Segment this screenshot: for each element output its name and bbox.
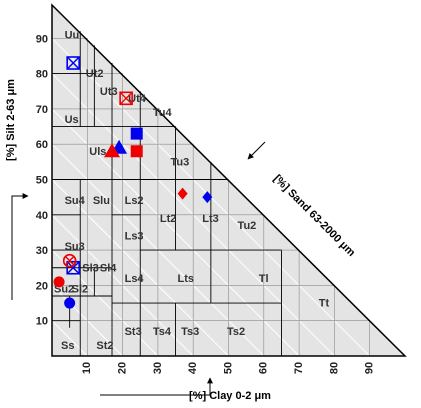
class-label-tu3: Tu3 bbox=[170, 156, 189, 168]
data-point-circle-open-x bbox=[62, 253, 77, 268]
x-axis-ticks: 10 20 30 40 50 60 70 80 90 bbox=[81, 362, 375, 374]
class-label-us: Us bbox=[65, 114, 79, 126]
class-label-uls: Uls bbox=[89, 146, 106, 158]
class-label-ls4: Ls4 bbox=[125, 273, 145, 285]
clay-direction-arrow bbox=[100, 377, 213, 396]
data-point-circle bbox=[64, 297, 76, 309]
class-label-ls2: Ls2 bbox=[125, 195, 144, 207]
y-tick-label: 70 bbox=[36, 104, 48, 116]
class-label-ts2: Ts2 bbox=[227, 326, 245, 338]
x-tick-label: 10 bbox=[81, 362, 93, 374]
y-axis-label: [%] Silt 2-63 μm bbox=[5, 79, 17, 161]
x-tick-label: 70 bbox=[293, 362, 305, 374]
x-tick-label: 80 bbox=[328, 362, 340, 374]
y-tick-label: 20 bbox=[36, 280, 48, 292]
data-point-square bbox=[130, 145, 143, 158]
data-point-square-open-x bbox=[66, 260, 80, 275]
data-point-diamond bbox=[177, 187, 188, 200]
class-boundaries bbox=[52, 31, 282, 356]
class-label-st2: St2 bbox=[96, 340, 113, 352]
class-label-ts4: Ts4 bbox=[153, 326, 172, 338]
class-label-tl: Tl bbox=[259, 273, 269, 285]
data-point-square-open-x bbox=[119, 91, 133, 106]
y-tick-label: 10 bbox=[36, 316, 48, 328]
class-label-sl2: Sl2 bbox=[72, 283, 89, 295]
data-point-square bbox=[130, 127, 143, 140]
class-label-lt3: Lt3 bbox=[202, 213, 219, 225]
x-axis-label: [%] Clay 0-2 μm bbox=[189, 390, 271, 402]
class-label-tu2: Tu2 bbox=[238, 220, 257, 232]
y-tick-label: 90 bbox=[36, 33, 48, 45]
class-label-uu: Uu bbox=[65, 29, 80, 41]
data-point-triangle bbox=[104, 143, 121, 158]
sand-gridline bbox=[52, 320, 88, 356]
class-label-ut2: Ut2 bbox=[86, 68, 104, 80]
class-label-su3: Su3 bbox=[65, 241, 85, 253]
class-label-ut3: Ut3 bbox=[100, 86, 118, 98]
y-tick-label: 80 bbox=[36, 69, 48, 81]
class-label-sl4: Sl4 bbox=[100, 262, 117, 274]
data-point-square-open-x bbox=[66, 56, 80, 70]
class-label-ss: Ss bbox=[61, 340, 74, 352]
class-label-su4: Su4 bbox=[65, 195, 86, 207]
x-tick-label: 30 bbox=[152, 362, 164, 374]
y-tick-label: 40 bbox=[36, 210, 48, 222]
x-tick-label: 60 bbox=[258, 362, 270, 374]
class-label-ts3: Ts3 bbox=[181, 326, 199, 338]
class-label-ls3: Ls3 bbox=[125, 231, 144, 243]
x-tick-label: 40 bbox=[187, 362, 199, 374]
data-points bbox=[53, 56, 213, 309]
x-tick-label: 50 bbox=[222, 362, 234, 374]
triangle-outline bbox=[51, 3, 407, 357]
y-tick-label: 50 bbox=[36, 175, 48, 187]
x-tick-label: 20 bbox=[117, 362, 129, 374]
class-label-lt2: Lt2 bbox=[160, 213, 177, 225]
class-label-st3: St3 bbox=[125, 326, 142, 338]
class-label-tt: Tt bbox=[319, 298, 330, 310]
data-point-diamond bbox=[202, 191, 213, 204]
class-label-lts: Lts bbox=[178, 273, 195, 285]
data-point-circle bbox=[53, 276, 65, 288]
sand-direction-arrow bbox=[247, 141, 266, 160]
silt-direction-arrow bbox=[11, 193, 29, 300]
x-tick-label: 90 bbox=[364, 362, 376, 374]
y-axis-ticks: 10 20 30 40 50 60 70 80 90 bbox=[36, 33, 48, 327]
class-label-slu: Slu bbox=[93, 195, 110, 207]
y-tick-label: 30 bbox=[36, 245, 48, 257]
y-tick-label: 60 bbox=[36, 139, 48, 151]
class-label-sl3: Sl3 bbox=[82, 262, 99, 274]
class-label-tu4: Tu4 bbox=[153, 107, 173, 119]
